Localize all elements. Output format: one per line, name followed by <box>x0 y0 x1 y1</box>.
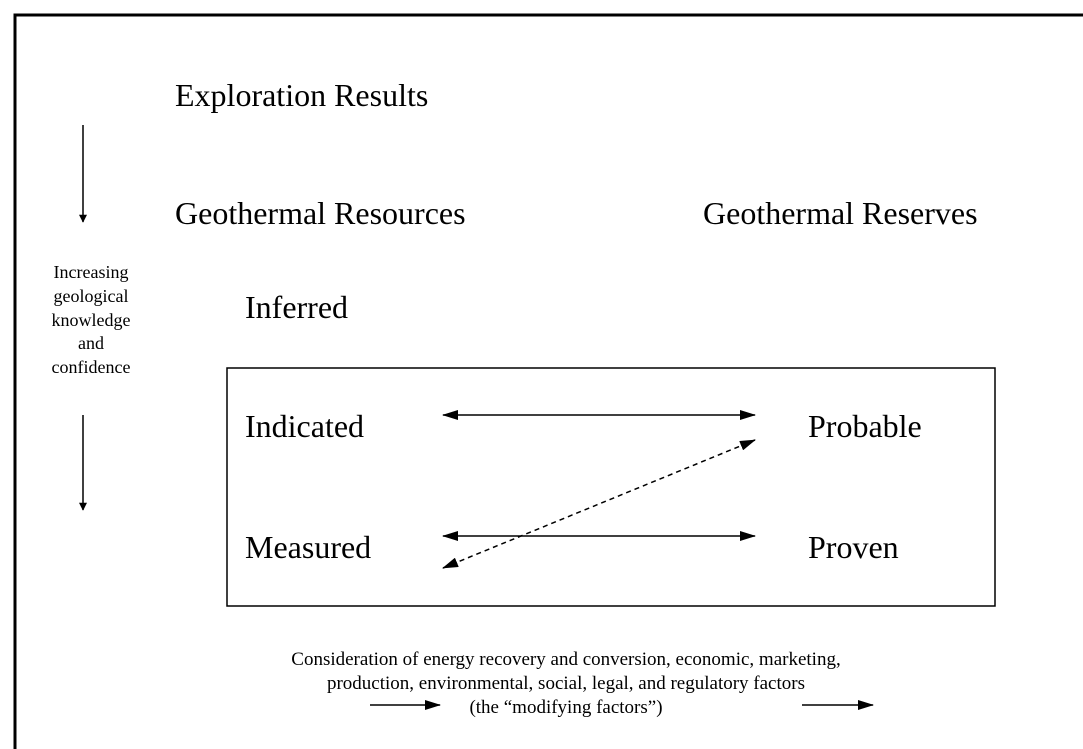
dashed-arrow <box>442 439 756 569</box>
side-label: geological <box>54 286 129 306</box>
footnote: (the “modifying factors”) <box>469 697 662 718</box>
level: Indicated <box>245 408 364 444</box>
level: Probable <box>808 408 922 444</box>
side-label: and <box>78 333 104 353</box>
level: Inferred <box>245 289 348 325</box>
footnote: production, environmental, social, legal… <box>327 673 805 694</box>
side-label: Increasing <box>54 262 129 282</box>
footnote: Consideration of energy recovery and con… <box>291 649 840 670</box>
level: Proven <box>808 529 899 565</box>
heading: Geothermal Resources <box>175 195 466 231</box>
side-label: confidence <box>52 357 131 377</box>
side-label: knowledge <box>52 310 131 330</box>
box <box>226 367 996 607</box>
level: Measured <box>245 529 371 565</box>
frame <box>13 13 1083 749</box>
heading: Exploration Results <box>175 77 428 113</box>
heading: Geothermal Reserves <box>703 195 978 231</box>
